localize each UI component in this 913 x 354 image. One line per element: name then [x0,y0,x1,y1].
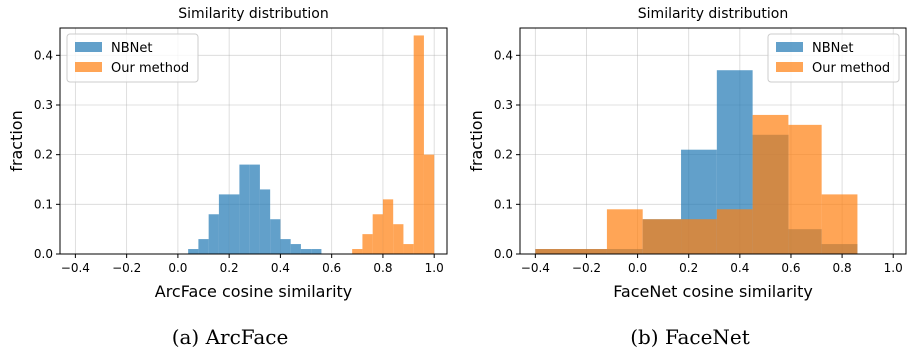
x-tick-label: 0.4 [730,261,749,275]
figure-caption: (b) FaceNet [630,325,750,349]
chart-title: Similarity distribution [178,6,328,22]
histogram-bar [311,249,322,254]
legend-label: NBNet [111,41,152,56]
legend-swatch [75,42,102,52]
series-our-method [352,35,435,255]
y-tick-label: 0.0 [494,247,513,261]
histogram-bar [362,234,373,254]
y-axis-label: fraction [467,110,486,171]
histogram-bar [752,114,789,254]
x-tick-label: 0.2 [679,261,698,275]
plot-frame [519,27,907,255]
y-axis-label: fraction [7,110,26,171]
x-axis-label: ArcFace cosine similarity [155,282,353,301]
y-tick-label: 0.3 [494,98,513,112]
legend: NBNet Our method [66,33,199,83]
histogram-bar [788,124,822,254]
x-tick-label: 0.0 [168,261,187,275]
x-tick-label: 0.6 [322,261,341,275]
legend-swatch [75,62,102,72]
x-tick-label: 0.6 [781,261,800,275]
x-tick-label: 0.2 [220,261,239,275]
histogram-bar [681,219,717,254]
histogram-bar [606,209,643,254]
chart-panel-0: −0.4 −0.2 0.0 0.2 0.4 0.6 0.8 1.0 0.0 0.1 0.2 0.3 0.… [7,6,448,349]
histogram-bar [382,199,394,254]
y-tick-label: 0.1 [494,197,513,211]
histogram-bar [218,194,230,254]
histogram-bar [403,244,414,254]
y-tick-label: 0.2 [494,148,513,162]
legend-swatch [776,62,803,72]
histogram-bar [423,154,435,254]
x-tick-label: −0.4 [61,261,90,275]
y-tick-label: 0.4 [494,48,513,62]
x-tick-label: −0.4 [521,261,550,275]
histogram-bar [280,239,291,254]
x-axis-label: FaceNet cosine similarity [613,282,813,301]
histogram-bar [300,249,312,254]
y-tick-label: 0.4 [34,48,53,62]
legend-label: Our method [812,61,890,76]
histogram-bar [259,189,271,254]
histogram-bar [716,209,753,254]
y-tick-label: 0.2 [34,148,53,162]
histogram-bar [290,244,301,254]
histogram-bar [393,224,404,254]
histogram-bar [249,164,260,254]
x-tick-label: 0.0 [628,261,647,275]
y-tick-label: 0.3 [34,98,53,112]
histogram-bar [270,219,281,254]
x-tick-label: −0.2 [572,261,601,275]
legend-label: NBNet [812,41,853,56]
histogram-bar [198,239,209,254]
plot-frame [59,27,448,255]
legend-label: Our method [111,61,189,76]
series-our-method [535,114,858,254]
histogram-bar [372,214,383,254]
histogram-bar [229,194,240,254]
histogram-bar [413,35,424,255]
x-tick-label: 1.0 [425,261,444,275]
x-tick-label: 0.8 [373,261,392,275]
figure-caption: (a) ArcFace [172,325,289,349]
histogram-bar [352,249,363,254]
histogram-bar [642,219,682,254]
series-nbnet [188,164,322,254]
x-tick-label: −0.2 [112,261,141,275]
histogram-bar [535,249,607,254]
chart-panel-1: −0.4 −0.2 0.0 0.2 0.4 0.6 0.8 1.0 0.0 0.1 0.2 0.3 0.… [467,6,907,349]
y-tick-label: 0.0 [34,247,53,261]
x-tick-label: 0.4 [271,261,290,275]
histogram-bar [208,214,219,254]
legend: NBNet Our method [767,33,900,83]
histogram-bar [239,164,250,254]
legend-swatch [776,42,803,52]
x-tick-label: 0.8 [833,261,852,275]
histogram-bar [188,249,199,254]
histogram-bar [821,194,858,254]
x-tick-label: 1.0 [884,261,903,275]
chart-title: Similarity distribution [638,6,788,22]
y-tick-label: 0.1 [34,197,53,211]
